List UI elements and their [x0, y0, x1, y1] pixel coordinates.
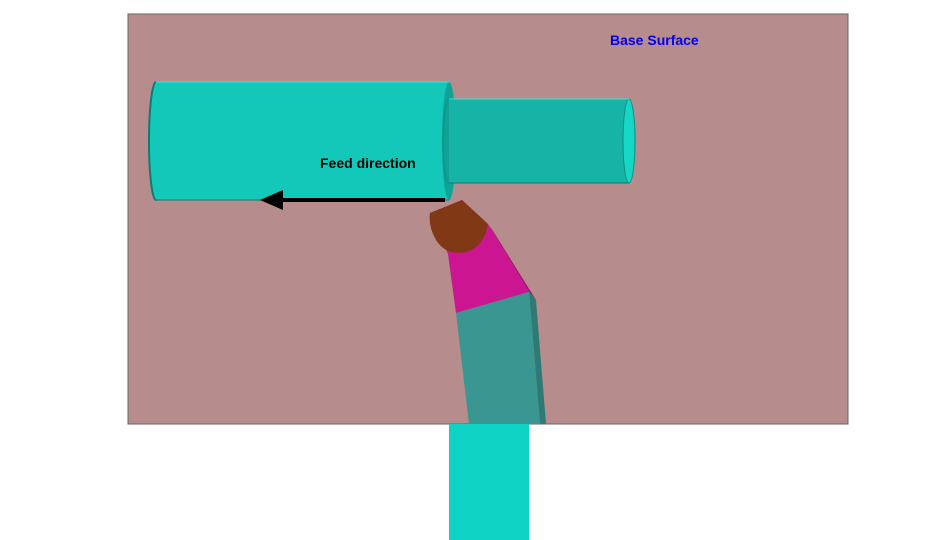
- workpiece-large-body: [156, 82, 449, 200]
- diagram-canvas: Base Surface Feed direction: [0, 0, 926, 540]
- feed-direction-label: Feed direction: [320, 155, 416, 171]
- diagram-svg: [0, 0, 926, 540]
- workpiece-small-right-end: [623, 99, 635, 183]
- workpiece-small-body: [449, 99, 629, 183]
- tool-holder-front: [456, 292, 540, 424]
- base-surface-label: Base Surface: [610, 32, 699, 48]
- tool-shank: [449, 424, 529, 540]
